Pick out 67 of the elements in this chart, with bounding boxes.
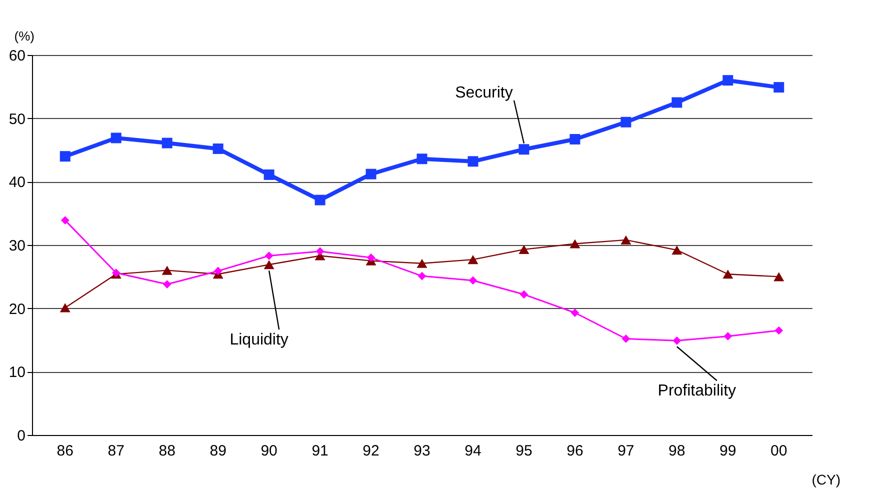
text: Liquidity bbox=[230, 332, 288, 349]
x-tick-label: 90 bbox=[260, 442, 278, 460]
point bbox=[774, 272, 784, 282]
point bbox=[162, 266, 172, 275]
point bbox=[366, 168, 376, 180]
point bbox=[214, 266, 222, 276]
point bbox=[468, 255, 478, 264]
x-tick-label: 87 bbox=[108, 442, 124, 460]
x-tick-label: 97 bbox=[618, 442, 634, 460]
point bbox=[264, 260, 274, 270]
x-tick-label: 95 bbox=[516, 442, 532, 460]
point bbox=[314, 194, 326, 206]
x-tick-label: 91 bbox=[312, 442, 328, 460]
point bbox=[60, 303, 70, 312]
point bbox=[212, 143, 224, 154]
y-tick-label: 50 bbox=[8, 110, 26, 128]
y-tick-label: 30 bbox=[8, 238, 26, 254]
point bbox=[570, 308, 580, 317]
y-tick-label: 20 bbox=[8, 300, 26, 318]
x-tick-label: 99 bbox=[720, 442, 736, 460]
x-tick-label: 98 bbox=[668, 442, 686, 460]
y-tick-label: 0 bbox=[17, 428, 26, 444]
point bbox=[468, 276, 478, 285]
point bbox=[162, 138, 172, 148]
point bbox=[774, 82, 784, 93]
text: Security bbox=[455, 84, 513, 102]
point bbox=[60, 151, 70, 162]
point bbox=[672, 246, 682, 255]
point bbox=[672, 336, 682, 345]
x-tick-label: 88 bbox=[158, 442, 176, 460]
x-tick-label: 94 bbox=[464, 442, 482, 460]
point bbox=[672, 97, 682, 108]
y-axis-title: (%) bbox=[14, 28, 34, 44]
x-tick-label: 00 bbox=[770, 442, 788, 460]
x-tick-label: 96 bbox=[566, 442, 584, 460]
point bbox=[570, 134, 580, 144]
point bbox=[518, 244, 530, 254]
point bbox=[620, 116, 632, 128]
x-tick-label: 93 bbox=[414, 442, 430, 460]
point bbox=[416, 154, 428, 164]
x-tick-label: 89 bbox=[210, 442, 226, 460]
point bbox=[570, 239, 580, 248]
point bbox=[418, 272, 426, 280]
point bbox=[520, 290, 528, 299]
point bbox=[110, 132, 122, 144]
point bbox=[316, 247, 324, 256]
point bbox=[416, 258, 428, 268]
point bbox=[468, 156, 478, 167]
y-tick-label: 60 bbox=[8, 48, 26, 64]
point bbox=[60, 216, 70, 224]
point bbox=[620, 235, 632, 244]
point bbox=[722, 270, 734, 279]
point bbox=[722, 75, 734, 86]
y-tick-label: 10 bbox=[8, 364, 26, 382]
point bbox=[518, 144, 530, 155]
point bbox=[162, 280, 172, 288]
x-axis-title: (CY) bbox=[812, 472, 840, 488]
point bbox=[366, 253, 376, 262]
point bbox=[724, 332, 732, 340]
x-tick-label: 86 bbox=[56, 442, 74, 460]
x-tick-label: 92 bbox=[362, 442, 380, 460]
text: Profitability bbox=[658, 382, 736, 400]
point bbox=[622, 334, 630, 343]
y-tick-label: 40 bbox=[8, 174, 26, 192]
point bbox=[264, 169, 274, 180]
point bbox=[264, 252, 274, 260]
point bbox=[774, 326, 784, 335]
